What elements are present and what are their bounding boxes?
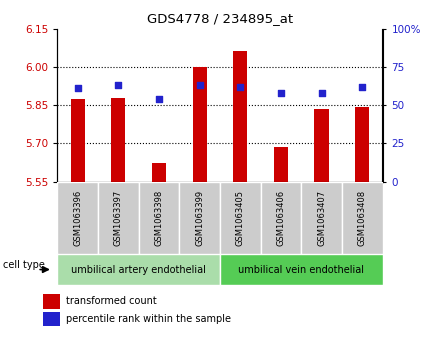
Bar — [179, 182, 220, 254]
Text: GSM1063408: GSM1063408 — [358, 190, 367, 246]
Bar — [342, 182, 383, 254]
Text: GSM1063407: GSM1063407 — [317, 190, 326, 246]
Point — [74, 86, 81, 91]
Bar — [220, 182, 261, 254]
Text: transformed count: transformed count — [66, 297, 157, 306]
Point — [237, 84, 244, 90]
Bar — [233, 51, 247, 182]
Bar — [139, 182, 179, 254]
Text: umbilical artery endothelial: umbilical artery endothelial — [71, 265, 206, 274]
Text: cell type: cell type — [3, 260, 45, 270]
Point — [278, 90, 284, 96]
Point — [359, 84, 366, 90]
Text: umbilical vein endothelial: umbilical vein endothelial — [238, 265, 364, 274]
Bar — [57, 182, 98, 254]
Bar — [152, 163, 166, 182]
Text: GSM1063406: GSM1063406 — [276, 190, 286, 246]
Title: GDS4778 / 234895_at: GDS4778 / 234895_at — [147, 12, 293, 25]
Text: percentile rank within the sample: percentile rank within the sample — [66, 314, 231, 325]
Point — [115, 82, 122, 88]
Bar — [42, 294, 60, 309]
Bar — [355, 107, 369, 182]
Bar — [57, 254, 220, 285]
Bar — [314, 109, 329, 182]
Text: GSM1063396: GSM1063396 — [73, 190, 82, 246]
Bar — [42, 312, 60, 326]
Point — [318, 90, 325, 96]
Point — [196, 82, 203, 88]
Text: GSM1063405: GSM1063405 — [236, 190, 245, 246]
Text: GSM1063399: GSM1063399 — [195, 190, 204, 246]
Bar — [98, 182, 139, 254]
Text: GSM1063397: GSM1063397 — [114, 190, 123, 246]
Bar — [261, 182, 301, 254]
Bar — [193, 67, 207, 182]
Bar — [301, 182, 342, 254]
Bar — [220, 254, 382, 285]
Bar — [111, 98, 125, 182]
Bar — [71, 99, 85, 182]
Text: GSM1063398: GSM1063398 — [154, 190, 164, 246]
Bar — [274, 147, 288, 182]
Point — [156, 96, 162, 102]
